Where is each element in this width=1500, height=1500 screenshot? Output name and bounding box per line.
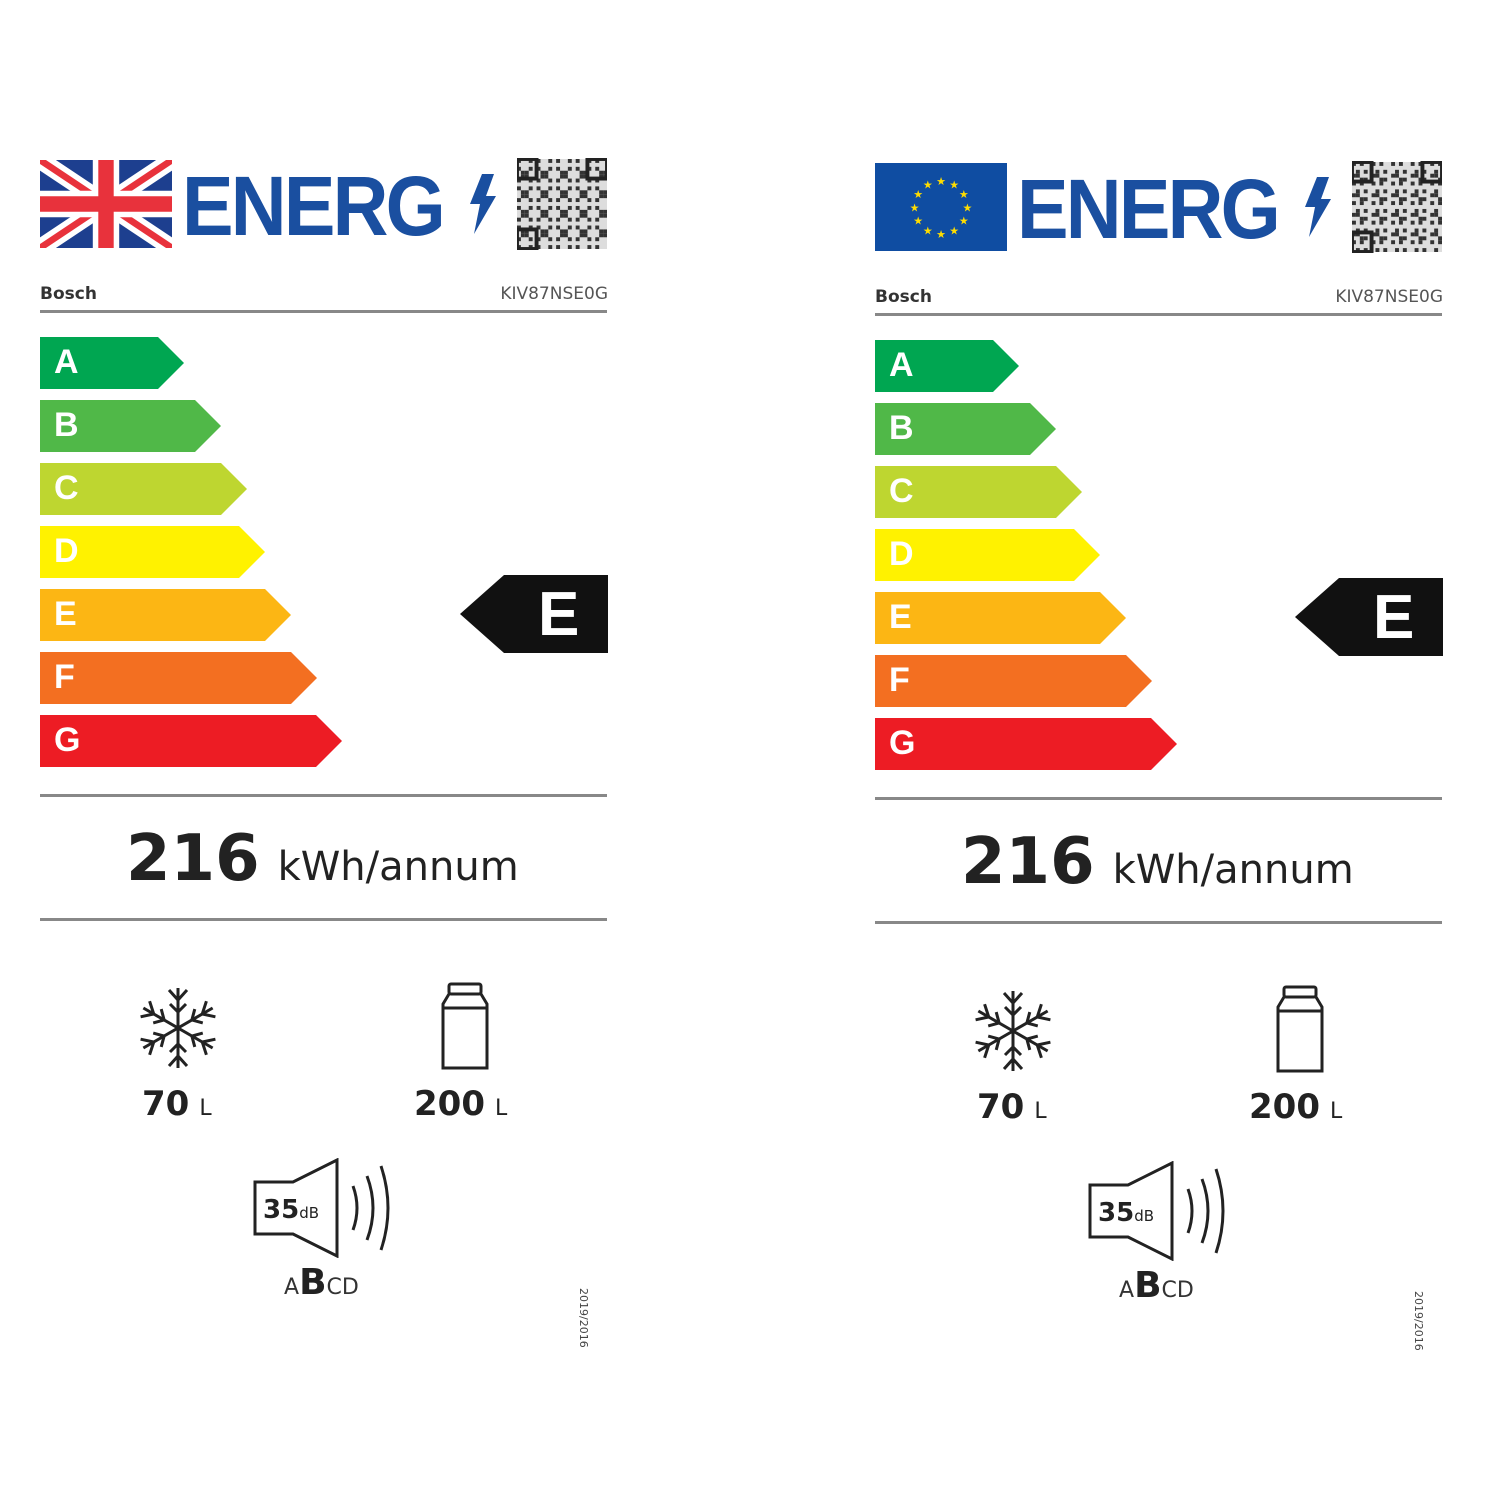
freezer-volume: 70 L: [977, 1087, 1047, 1127]
eu-flag-icon: ★ ★★★★★★★★★★★: [875, 163, 1007, 251]
energy-consumption: 216 kWh/annum: [126, 822, 519, 896]
noise-classes: ABCD: [284, 1262, 359, 1303]
svg-text:★: ★: [949, 224, 959, 237]
divider: [875, 921, 1442, 924]
energy-class-bar-f: [875, 655, 1152, 707]
rating-letter-box: E: [460, 575, 608, 653]
energy-class-bar-c: [875, 466, 1082, 518]
energy-class-bar-f: [40, 652, 317, 704]
noise-level: 35dB: [263, 1195, 319, 1225]
energy-class-bar-e: [40, 589, 291, 641]
rating-letter: E: [538, 580, 580, 649]
model-number: KIV87NSE0G: [500, 284, 608, 304]
svg-text:★: ★: [913, 188, 923, 201]
fridge-bottle-icon: [1276, 985, 1324, 1073]
energy-class-bar-c: [40, 463, 247, 515]
model-number: KIV87NSE0G: [1335, 287, 1443, 307]
lightning-bolt-icon: [470, 174, 496, 234]
divider: [875, 313, 1442, 316]
svg-text:★: ★: [910, 201, 920, 214]
brand-name: Bosch: [875, 287, 932, 307]
energy-class-bar-e: [875, 592, 1126, 644]
energy-class-bar-d: [875, 529, 1100, 581]
qr-code-icon: [517, 158, 607, 250]
divider: [875, 797, 1442, 800]
svg-text:★: ★: [913, 215, 923, 228]
divider: [40, 794, 607, 797]
svg-text:★: ★: [936, 175, 946, 188]
noise-classes: ABCD: [1119, 1265, 1194, 1306]
energy-class-bar-d: [40, 526, 265, 578]
qr-code-icon: [1352, 161, 1442, 253]
regulation-number: 2019/2016: [577, 1288, 590, 1348]
energy-class-bar-b: [875, 403, 1056, 455]
speaker-noise-icon: [1088, 1161, 1225, 1261]
fridge-bottle-icon: [441, 982, 489, 1070]
fridge-volume: 200 L: [414, 1084, 508, 1124]
union-jack-flag-icon: [40, 160, 172, 248]
rating-arrow: [1295, 578, 1443, 656]
brand-name: Bosch: [40, 284, 97, 304]
divider: [40, 310, 607, 313]
svg-text:★: ★: [959, 188, 969, 201]
svg-text:★: ★: [936, 228, 946, 241]
fridge-volume: 200 L: [1249, 1087, 1343, 1127]
energy-logo-text: ENERG: [182, 159, 446, 253]
svg-text:★: ★: [923, 224, 933, 237]
svg-text:★: ★: [949, 179, 959, 192]
rating-letter-box: E: [1295, 578, 1443, 656]
regulation-number: 2019/2016: [1412, 1291, 1425, 1351]
energy-consumption: 216 kWh/annum: [961, 825, 1354, 899]
energy-class-bar-g: [40, 715, 342, 767]
speaker-noise-icon: [253, 1158, 390, 1258]
freezer-volume: 70 L: [142, 1084, 212, 1124]
energy-class-bar-a: [40, 337, 184, 389]
energy-class-bar-a: [875, 340, 1019, 392]
svg-text:★: ★: [959, 215, 969, 228]
rating-letter: E: [1373, 583, 1415, 652]
divider: [40, 918, 607, 921]
svg-text:★: ★: [923, 179, 933, 192]
noise-level: 35dB: [1098, 1198, 1154, 1228]
energy-logo-text: ENERG: [1017, 162, 1281, 256]
energy-class-bar-g: [875, 718, 1177, 770]
lightning-bolt-icon: [1305, 177, 1331, 237]
energy-class-bar-b: [40, 400, 221, 452]
snowflake-icon: [975, 991, 1051, 1071]
svg-text:★: ★: [962, 201, 972, 214]
rating-arrow: [460, 575, 608, 653]
snowflake-icon: [140, 988, 216, 1068]
